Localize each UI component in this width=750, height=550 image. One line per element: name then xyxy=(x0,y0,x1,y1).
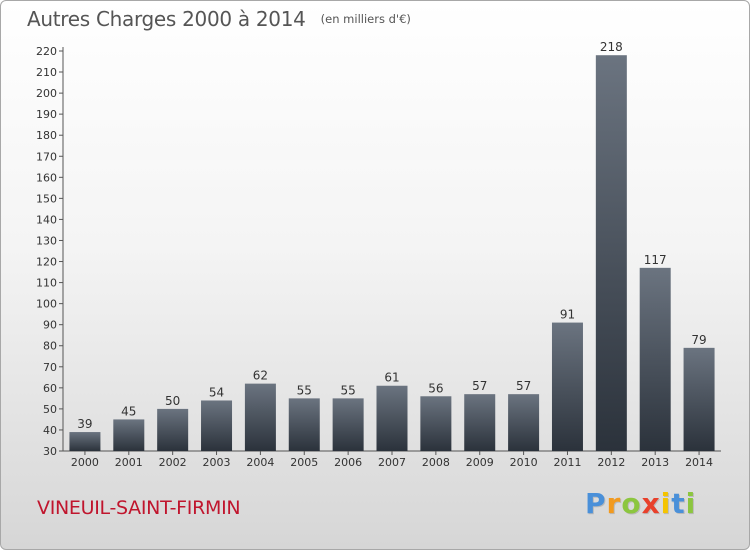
bar-value-label: 56 xyxy=(428,381,443,395)
chart-subtitle: (en milliers d'€) xyxy=(320,12,411,26)
x-axis: 2000 2001 2002 2003 2004 2005 2006 2007 2008 2009… xyxy=(63,450,721,469)
x-tick-label: 2009 xyxy=(466,456,494,469)
y-tick-label: 90 xyxy=(43,319,57,332)
bar-value-label: 55 xyxy=(340,383,355,397)
bar-value-label: 117 xyxy=(644,253,667,267)
x-tick-label: 2010 xyxy=(510,456,538,469)
bar-value-label: 62 xyxy=(253,369,268,383)
bar xyxy=(69,432,101,451)
bar xyxy=(157,408,189,451)
chart-title: Autres Charges 2000 à 2014 xyxy=(27,7,306,31)
x-tick-label: 2001 xyxy=(115,456,143,469)
bar-value-label: 57 xyxy=(472,379,487,393)
y-tick-label: 100 xyxy=(36,298,57,311)
bars: 39 45 50 54 62 55 55 61 56 57 57 91 218 117 79 xyxy=(69,40,715,452)
x-tick-label: 2013 xyxy=(641,456,669,469)
x-tick-label: 2003 xyxy=(203,456,231,469)
x-tick-label: 2014 xyxy=(685,456,713,469)
bar xyxy=(113,419,145,451)
bar xyxy=(683,347,715,451)
y-axis: 30 40 50 60 70 80 90 100 110 120 130 140 150 160 170 18… xyxy=(36,45,64,458)
commune-name: VINEUIL-SAINT-FIRMIN xyxy=(37,497,241,519)
y-tick-label: 220 xyxy=(36,45,57,58)
y-tick-label: 170 xyxy=(36,150,57,163)
y-tick-label: 190 xyxy=(36,108,57,121)
chart-title-row: Autres Charges 2000 à 2014 (en milliers … xyxy=(27,7,411,31)
bar xyxy=(551,322,583,451)
x-tick-label: 2005 xyxy=(290,456,318,469)
y-tick-label: 110 xyxy=(36,277,57,290)
bar-value-label: 79 xyxy=(691,333,706,347)
logo-letter: o xyxy=(621,487,642,520)
y-tick-label: 180 xyxy=(36,129,57,142)
x-tick-label: 2006 xyxy=(334,456,362,469)
y-tick-label: 210 xyxy=(36,66,57,79)
y-tick-label: 60 xyxy=(43,382,57,395)
bar-value-label: 57 xyxy=(516,379,531,393)
bar-value-label: 61 xyxy=(384,371,399,385)
x-tick-label: 2008 xyxy=(422,456,450,469)
bar xyxy=(376,385,408,451)
x-tick-label: 2000 xyxy=(71,456,99,469)
bar xyxy=(508,394,540,451)
y-tick-label: 140 xyxy=(36,213,57,226)
y-tick-label: 30 xyxy=(43,445,57,458)
y-tick-label: 70 xyxy=(43,361,57,374)
bar xyxy=(332,398,364,451)
x-tick-label: 2012 xyxy=(597,456,625,469)
bar-value-label: 50 xyxy=(165,394,180,408)
bar-value-label: 218 xyxy=(600,40,623,54)
x-tick-label: 2007 xyxy=(378,456,406,469)
y-tick-label: 50 xyxy=(43,403,57,416)
y-tick-label: 200 xyxy=(36,87,57,100)
proxiti-logo[interactable]: Proxiti xyxy=(585,487,696,520)
y-tick-label: 130 xyxy=(36,234,57,247)
y-tick-label: 150 xyxy=(36,192,57,205)
x-tick-label: 2011 xyxy=(553,456,581,469)
y-tick-label: 120 xyxy=(36,256,57,269)
bar xyxy=(288,398,320,451)
bar xyxy=(420,396,452,451)
y-tick-label: 160 xyxy=(36,171,57,184)
bar xyxy=(201,400,233,451)
bar xyxy=(464,394,496,451)
bar-value-label: 54 xyxy=(209,385,224,399)
logo-letter: P xyxy=(585,487,607,520)
logo-letter: i xyxy=(660,487,672,520)
logo-letter: r xyxy=(606,487,622,520)
x-tick-label: 2004 xyxy=(246,456,274,469)
bar xyxy=(639,267,671,451)
bar xyxy=(244,383,276,451)
bar-value-label: 55 xyxy=(297,383,312,397)
logo-letter: x xyxy=(641,487,661,520)
y-tick-label: 80 xyxy=(43,340,57,353)
x-tick-label: 2002 xyxy=(159,456,187,469)
y-tick-label: 40 xyxy=(43,424,57,437)
bar-value-label: 91 xyxy=(560,308,575,322)
bar-value-label: 45 xyxy=(121,404,136,418)
logo-letter: i xyxy=(685,487,697,520)
bar-value-label: 39 xyxy=(77,417,92,431)
bar xyxy=(595,55,627,452)
logo-letter: t xyxy=(671,487,686,520)
